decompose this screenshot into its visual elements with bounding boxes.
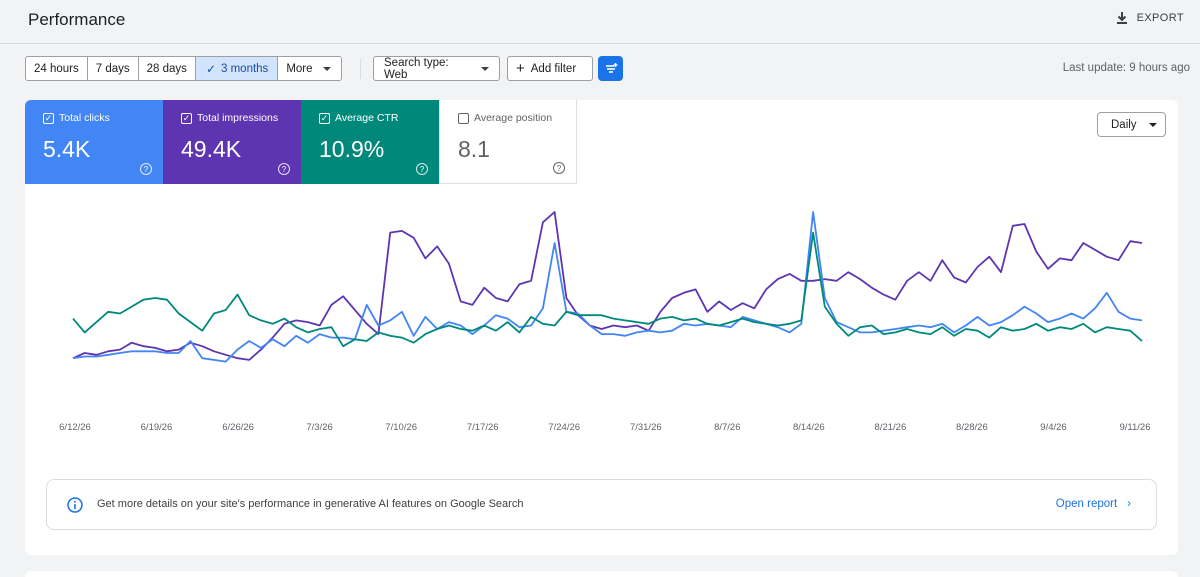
filter-toolbar: 24 hours 7 days 28 days ✓ 3 months More S… <box>0 44 1200 96</box>
x-tick-label: 8/7/26 <box>714 422 740 433</box>
download-icon <box>1116 12 1127 24</box>
series-line-average-ctr <box>72 231 1143 348</box>
metric-value: 10.9% <box>319 136 385 162</box>
checkbox-checked-icon: ✓ <box>319 112 330 124</box>
metric-total-impressions[interactable]: ✓ Total impressions 49.4K ? <box>163 100 301 184</box>
banner-text: Get more details on your site's performa… <box>97 498 524 510</box>
x-tick-label: 7/17/26 <box>467 422 499 433</box>
date-range-3-months[interactable]: ✓ 3 months <box>195 57 279 80</box>
granularity-dropdown[interactable]: Daily <box>1097 112 1166 137</box>
help-icon[interactable]: ? <box>140 163 152 175</box>
ai-features-banner: Get more details on your site's performa… <box>46 479 1157 530</box>
date-range-more[interactable]: More <box>278 57 341 80</box>
x-tick-label: 8/14/26 <box>793 422 825 433</box>
help-icon[interactable]: ? <box>278 163 290 175</box>
page-header: Performance EXPORT <box>0 0 1200 44</box>
x-tick-label: 7/10/26 <box>385 422 417 433</box>
checkbox-unchecked-icon <box>458 112 469 124</box>
x-tick-label: 6/19/26 <box>141 422 173 433</box>
help-icon[interactable]: ? <box>416 163 428 175</box>
x-tick-label: 8/21/26 <box>875 422 907 433</box>
x-tick-label: 9/4/26 <box>1040 422 1066 433</box>
caret-down-icon <box>1148 122 1157 127</box>
x-tick-label: 7/31/26 <box>630 422 662 433</box>
search-type-dropdown[interactable]: Search type: Web <box>373 56 500 81</box>
plus-icon: + <box>516 60 525 77</box>
checkbox-checked-icon: ✓ <box>43 112 54 124</box>
x-tick-label: 8/28/26 <box>956 422 988 433</box>
chevron-right-icon: › <box>1127 498 1131 510</box>
last-update-text: Last update: 9 hours ago <box>1062 62 1190 74</box>
metric-value: 49.4K <box>181 136 242 162</box>
date-range-24-hours[interactable]: 24 hours <box>26 57 88 80</box>
metric-value: 8.1 <box>458 136 490 162</box>
performance-chart-card: ✓ Total clicks 5.4K ? ✓ Total impressions … <box>25 100 1178 555</box>
x-tick-label: 7/24/26 <box>548 422 580 433</box>
series-line-total-clicks <box>72 211 1143 363</box>
page-title: Performance <box>28 10 126 29</box>
add-filter-button[interactable]: + Add filter <box>507 56 593 81</box>
caret-down-icon <box>481 66 489 71</box>
help-icon[interactable]: ? <box>553 162 565 174</box>
checkbox-checked-icon: ✓ <box>181 112 192 124</box>
date-range-7-days[interactable]: 7 days <box>87 57 139 80</box>
metric-total-clicks[interactable]: ✓ Total clicks 5.4K ? <box>25 100 163 184</box>
info-icon <box>67 497 83 513</box>
date-range-selector: 24 hours 7 days 28 days ✓ 3 months More <box>25 56 342 81</box>
toolbar-divider <box>360 59 361 79</box>
check-icon: ✓ <box>205 61 216 76</box>
filter-settings-button[interactable] <box>598 56 623 81</box>
metric-average-position[interactable]: Average position 8.1 ? <box>439 100 577 184</box>
x-tick-label: 7/3/26 <box>306 422 332 433</box>
export-label: EXPORT <box>1136 12 1184 24</box>
filter-lines-icon <box>605 62 617 73</box>
next-card-edge <box>25 571 1178 577</box>
series-line-total-impressions <box>72 211 1143 361</box>
x-tick-label: 6/26/26 <box>222 422 254 433</box>
x-tick-label: 6/12/26 <box>59 422 91 433</box>
export-button[interactable]: EXPORT <box>1115 11 1184 25</box>
metric-value: 5.4K <box>43 136 91 162</box>
caret-down-icon <box>322 66 331 71</box>
date-range-28-days[interactable]: 28 days <box>138 57 196 80</box>
x-tick-label: 9/11/26 <box>1120 422 1151 433</box>
metric-average-ctr[interactable]: ✓ Average CTR 10.9% ? <box>301 100 439 184</box>
open-report-link[interactable]: Open report › <box>1055 498 1131 510</box>
